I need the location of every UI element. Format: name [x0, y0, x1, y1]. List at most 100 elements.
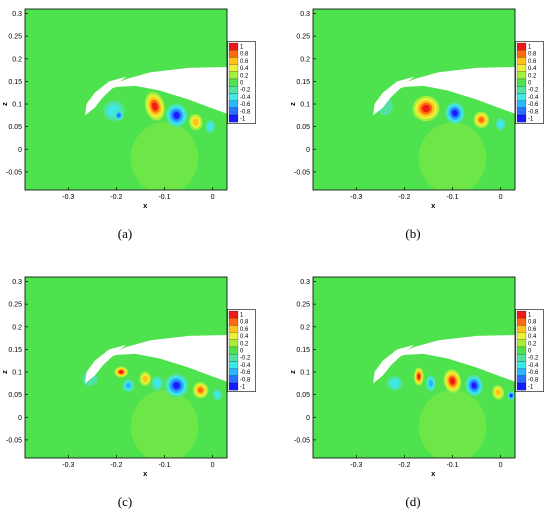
- x-tick-label: -0.3: [62, 194, 74, 201]
- legend-swatch: [228, 368, 239, 376]
- legend-swatch: [228, 86, 239, 94]
- legend-swatch: [228, 50, 239, 58]
- y-tick-label: 0.25: [296, 302, 310, 309]
- legend-swatch: [516, 339, 527, 348]
- x-tick-label: 0: [499, 462, 503, 469]
- legend-label: -1: [240, 385, 246, 391]
- x-tick-label: -0.3: [62, 462, 74, 469]
- legend-swatch: [228, 382, 239, 391]
- y-tick-label: 0.2: [300, 324, 310, 331]
- legend-label: 1: [528, 313, 532, 319]
- x-tick-label: 0: [211, 462, 215, 469]
- y-tick-label: 0.05: [8, 124, 22, 131]
- legend-label: 0.2: [528, 341, 537, 347]
- vortex-contour: [478, 117, 485, 123]
- vortex-contour: [428, 379, 433, 387]
- legend-swatch: [516, 42, 527, 51]
- vortex-contour: [495, 389, 501, 396]
- y-axis-label: z: [0, 102, 9, 106]
- legend-label: 1: [528, 45, 532, 51]
- x-tick-label: -0.3: [350, 194, 362, 201]
- vortex-contour: [214, 391, 221, 398]
- legend-label: 0.4: [528, 66, 537, 72]
- legend-label: 0.4: [528, 334, 537, 340]
- legend-label: 0.6: [528, 327, 537, 333]
- legend-label: 0.8: [528, 320, 537, 326]
- plot-area: [313, 277, 515, 458]
- slat: [373, 76, 414, 116]
- legend-swatch: [516, 346, 527, 355]
- color-legend: 10.80.60.40.2 0-0.2-0.4-0.6-0.8 -1: [227, 41, 256, 124]
- vortex-contour: [422, 104, 430, 113]
- wake-region: [418, 122, 487, 190]
- vortex-contour: [471, 382, 477, 389]
- legend-label: -0.6: [240, 102, 251, 108]
- color-legend: 10.80.60.40.2 0-0.2-0.4-0.6-0.8 -1: [227, 309, 256, 392]
- legend-label: 0.2: [240, 341, 249, 347]
- legend-label: 0.8: [240, 52, 249, 58]
- legend-swatch: [228, 78, 239, 87]
- y-tick-label: 0.15: [296, 79, 310, 86]
- legend-swatch: [228, 64, 239, 72]
- legend-label: -1: [528, 385, 534, 391]
- x-axis-label: x: [431, 469, 436, 478]
- legend-swatch: [228, 354, 239, 362]
- y-tick-label: 0: [18, 415, 22, 422]
- plot-area: [25, 277, 227, 458]
- legend-label: -0.6: [528, 102, 539, 108]
- color-legend: 10.80.60.40.2 0-0.2-0.4-0.6-0.8 -1: [515, 309, 544, 392]
- legend-swatch: [228, 339, 239, 348]
- y-axis-label: z: [288, 102, 297, 106]
- main-wing: [94, 67, 227, 114]
- legend-label: -1: [240, 117, 246, 123]
- panel-caption: (d): [405, 494, 420, 509]
- legend-swatch: [228, 71, 239, 80]
- slat: [85, 344, 126, 384]
- vortex-contour: [390, 378, 400, 388]
- legend-label: 1: [240, 45, 244, 51]
- y-axis-label: z: [0, 370, 9, 374]
- x-tick-label: -0.1: [158, 194, 170, 201]
- legend-label: -0.4: [528, 363, 539, 369]
- legend-label: 0: [528, 349, 532, 355]
- vortex-contour: [452, 109, 458, 117]
- plot-area: [25, 9, 227, 190]
- legend-swatch: [516, 361, 527, 369]
- panel-caption: (a): [118, 226, 132, 241]
- y-tick-label: 0.2: [12, 56, 22, 63]
- y-axis-label: z: [288, 370, 297, 374]
- main-wing: [94, 335, 227, 382]
- wake-region: [130, 390, 199, 458]
- legend-label: -0.2: [528, 88, 539, 94]
- legend-label: -0.8: [528, 109, 539, 115]
- y-tick-label: -0.05: [294, 437, 310, 444]
- y-tick-label: -0.05: [6, 169, 22, 176]
- vortex-contour: [173, 111, 180, 119]
- legend-swatch: [516, 310, 527, 319]
- y-tick-label: 0.1: [12, 102, 22, 109]
- legend-swatch: [228, 310, 239, 319]
- panel-caption: (c): [118, 494, 132, 509]
- vortex-contour: [117, 113, 121, 118]
- x-tick-label: -0.2: [110, 462, 122, 469]
- vortex-contour: [417, 373, 421, 380]
- axes-frame: [24, 276, 228, 459]
- y-tick-label: 0.05: [296, 124, 310, 131]
- vortex-contour: [119, 370, 124, 374]
- wake-region: [418, 390, 487, 458]
- y-tick-label: 0.1: [300, 102, 310, 109]
- legend-swatch: [516, 382, 527, 391]
- x-tick-label: -0.2: [398, 462, 410, 469]
- legend-swatch: [516, 93, 527, 101]
- main-wing: [382, 335, 515, 382]
- legend-label: -0.2: [240, 88, 251, 94]
- y-tick-label: 0.15: [8, 79, 22, 86]
- y-tick-label: 0.25: [8, 34, 22, 41]
- x-axis-label: x: [143, 201, 148, 210]
- y-tick-label: 0.05: [296, 392, 310, 399]
- axes-frame: [24, 8, 228, 191]
- legend-swatch: [228, 100, 239, 108]
- legend-swatch: [228, 57, 239, 65]
- y-tick-label: 0: [306, 147, 310, 154]
- x-tick-label: 0: [499, 194, 503, 201]
